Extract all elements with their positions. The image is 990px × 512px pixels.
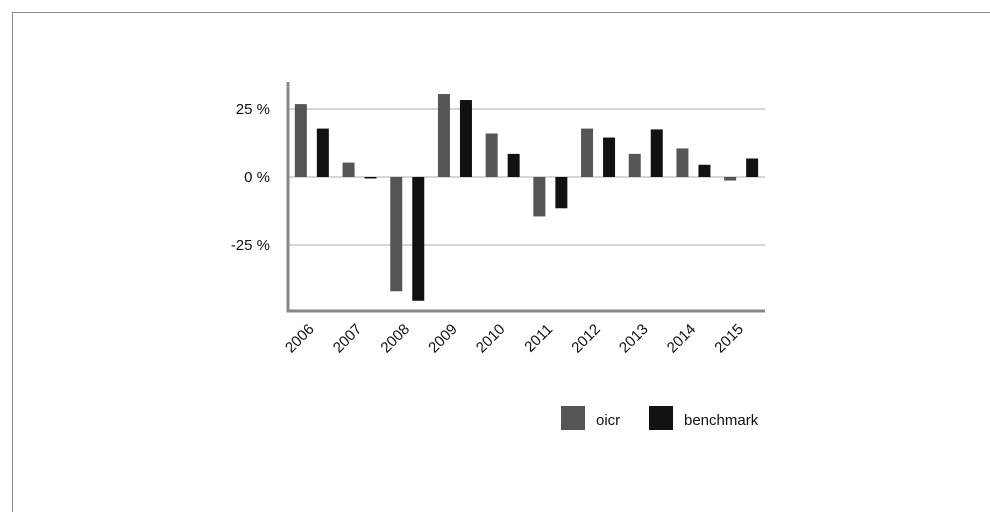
bar-benchmark-2013 (650, 129, 663, 177)
bar-oicr-2015 (724, 177, 737, 181)
legend-swatch-oicr (561, 406, 585, 430)
bars (294, 94, 759, 301)
chart-frame (12, 12, 990, 512)
x-tick-label: 2008 (377, 321, 413, 357)
x-tick-label: 2013 (616, 321, 652, 357)
x-tick-label: 2015 (711, 321, 747, 357)
legend-label-oicr: oicr (596, 412, 620, 429)
x-tick-label: 2014 (664, 321, 700, 357)
bar-benchmark-2006 (316, 128, 329, 177)
gridlines (288, 108, 765, 246)
bar-oicr-2006 (294, 104, 307, 177)
x-tick-label: 2010 (473, 321, 509, 357)
bar-oicr-2011 (533, 177, 546, 217)
x-tick-label: 2007 (330, 321, 366, 357)
axes (286, 82, 765, 313)
bar-benchmark-2011 (555, 177, 568, 209)
bar-oicr-2013 (628, 153, 641, 177)
legend: oicr benchmark (561, 406, 759, 430)
legend-label-benchmark: benchmark (684, 412, 759, 429)
bar-benchmark-2007 (364, 177, 377, 179)
bar-benchmark-2014 (698, 164, 711, 177)
x-tick-label: 2006 (282, 321, 318, 357)
bar-oicr-2009 (437, 94, 450, 177)
x-tick-labels: 2006 2007 2008 2009 2010 2011 2012 2013 2014 2015 (282, 321, 747, 357)
x-tick-label: 2009 (425, 321, 461, 357)
bar-oicr-2008 (390, 177, 403, 292)
bar-oicr-2012 (581, 128, 594, 177)
legend-swatch-benchmark (649, 406, 673, 430)
x-tick-label: 2012 (568, 321, 604, 357)
bar-benchmark-2008 (412, 177, 425, 301)
bar-oicr-2007 (342, 162, 355, 177)
bar-oicr-2014 (676, 148, 689, 177)
bar-benchmark-2015 (746, 158, 759, 177)
y-tick-label: 25 % (236, 101, 270, 118)
y-tick-label: -25 % (231, 237, 270, 254)
bar-chart: 25 % 0 % -25 % 2006 2007 2008 2009 2010 2011 201… (231, 82, 765, 430)
bar-benchmark-2009 (459, 100, 472, 177)
x-tick-label: 2011 (521, 321, 556, 356)
y-tick-labels: 25 % 0 % -25 % (231, 101, 270, 254)
bar-oicr-2010 (485, 133, 498, 177)
y-tick-label: 0 % (244, 169, 270, 186)
bar-benchmark-2010 (507, 153, 520, 177)
bar-benchmark-2012 (603, 137, 616, 177)
